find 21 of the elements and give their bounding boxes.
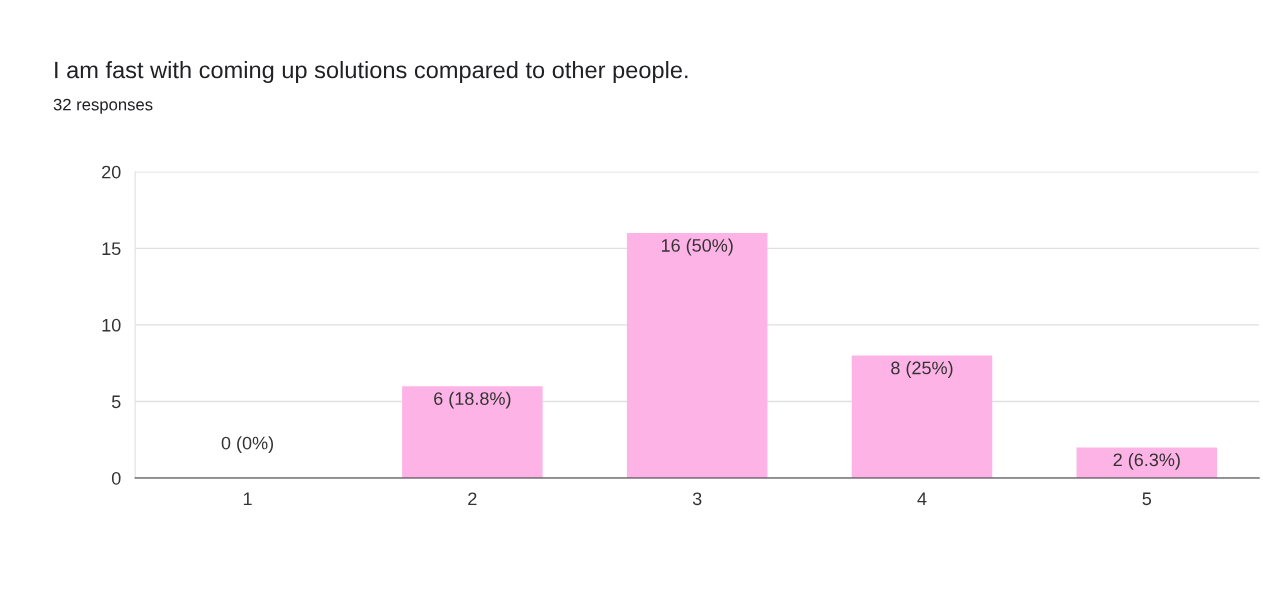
x-tick-label: 1: [243, 492, 252, 505]
bar: [626, 233, 768, 479]
y-tick-label: 0: [111, 471, 121, 485]
y-tick-label: 10: [102, 318, 121, 332]
y-tick-label: 5: [111, 395, 121, 409]
data-label: 8 (25%): [891, 361, 953, 378]
x-tick-label: 2: [468, 492, 477, 505]
bar: [402, 386, 543, 479]
chart-title: I am fast with coming up solutions compared to other people.: [55, 61, 688, 83]
data-label: 2 (6.3%): [1113, 452, 1180, 470]
bar: [851, 355, 993, 479]
bar: [1076, 447, 1218, 479]
x-tick-label: 5: [1142, 492, 1152, 506]
x-tick-label: 3: [692, 492, 702, 506]
y-tick-label: 20: [102, 165, 121, 179]
y-tick-label: 15: [102, 242, 121, 256]
data-label: 0 (0%): [221, 436, 274, 453]
data-label: 6 (18.8%): [434, 391, 511, 409]
data-label: 16 (50%): [661, 238, 733, 256]
x-tick-label: 4: [917, 492, 927, 505]
chart-subtitle: 32 responses: [53, 98, 153, 114]
